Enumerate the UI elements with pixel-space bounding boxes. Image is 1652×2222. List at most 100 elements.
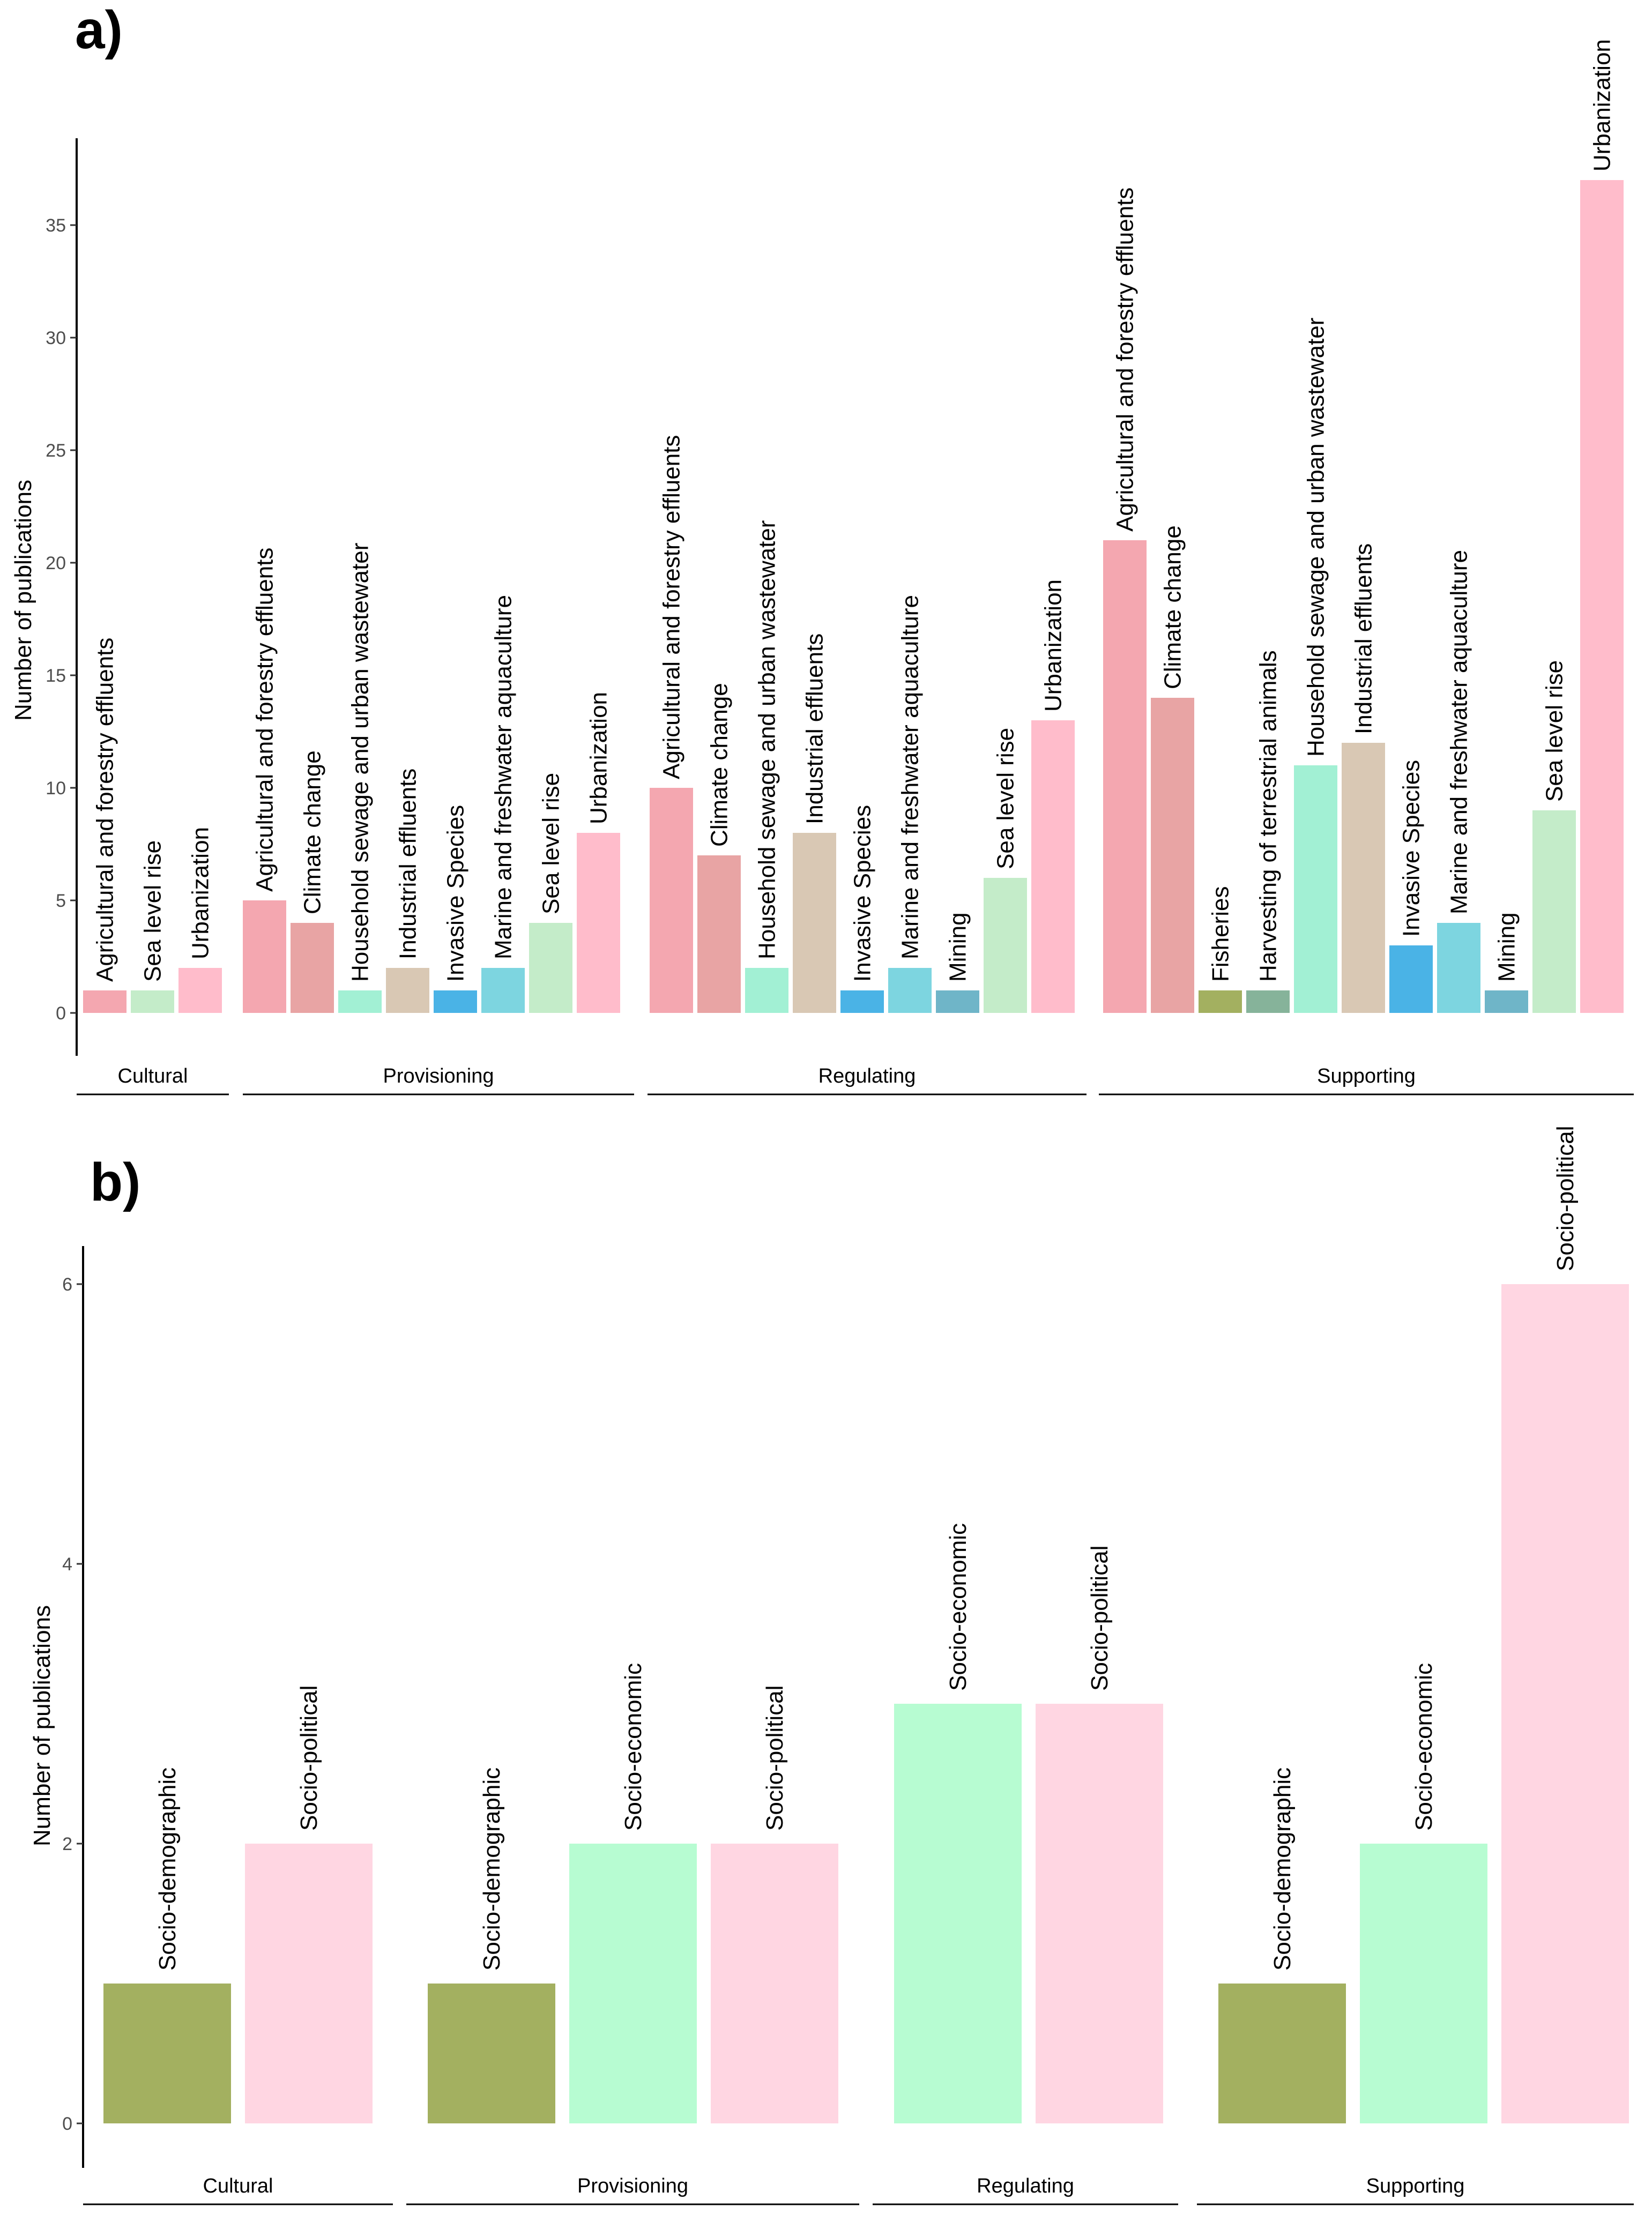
panel-b-y-tick-label: 0: [62, 2114, 72, 2134]
panel-a-bar-label: Urbanization: [586, 692, 612, 824]
panel-a-bar-label: Sea level rise: [538, 773, 564, 914]
panel-a-bar-label: Climate change: [1160, 525, 1186, 689]
panel-a-bar-label: Sea level rise: [140, 840, 166, 982]
panel-b-bar-label: Socio-political: [296, 1686, 322, 1831]
panel-a-bar: [1389, 945, 1433, 1013]
panel-a-bar: [840, 990, 884, 1013]
panel-a-bar: [1342, 743, 1385, 1013]
panel-a-bar-label: Urbanization: [1040, 579, 1067, 712]
panel-a-bar: [1580, 180, 1624, 1013]
panel-a-bar-label: Industrial effluents: [395, 769, 421, 959]
panel-a-bar: [529, 923, 572, 1013]
panel-a-bar-label: Household sewage and urban wastewater: [754, 520, 780, 959]
panel-a-bar-label: Climate change: [706, 683, 733, 847]
panel-b-bar-label: Socio-economic: [945, 1523, 971, 1691]
panel-a-bar: [386, 968, 429, 1013]
panel-a-bar: [291, 923, 334, 1013]
panel-a-y-tick-label: 5: [56, 891, 66, 911]
panel-a-bar: [936, 990, 979, 1013]
panel-a-bar: [243, 900, 286, 1013]
panel-a-bar-label: Agricultural and forestry effluents: [659, 435, 685, 779]
panel-a-bar: [1031, 720, 1075, 1013]
panel-a-bar-label: Agricultural and forestry effluents: [1112, 188, 1138, 532]
panel-a-bar-label: Invasive Species: [1398, 760, 1425, 937]
panel-b-bar: [1360, 1844, 1487, 2123]
panel-b-bar-label: Socio-economic: [1411, 1663, 1437, 1831]
panel-a-bar-label: Agricultural and forestry effluents: [252, 548, 278, 892]
panel-a-bar-label: Sea level rise: [993, 728, 1019, 869]
panel-b-bar-label: Socio-economic: [620, 1663, 646, 1831]
panel-a-bar-label: Invasive Species: [850, 805, 876, 982]
panel-a-bar: [481, 968, 525, 1013]
panel-a-bar: [178, 968, 222, 1013]
panel-b-bar: [428, 1984, 555, 2123]
panel-a-bar: [1485, 990, 1528, 1013]
panel-b-bar: [1036, 1704, 1163, 2123]
panel-b-y-tick-label: 2: [62, 1834, 72, 1854]
panel-b-y-axis-title: Number of publications: [29, 1605, 55, 1846]
panel-a-bar-label: Climate change: [300, 750, 326, 914]
panel-a-y-tick-label: 0: [56, 1003, 66, 1024]
panel-b-label: b): [90, 1152, 140, 1212]
panel-a-bar: [793, 833, 836, 1013]
panel-b-bar-label: Socio-demographic: [154, 1768, 181, 1971]
panel-a-y-tick-label: 35: [46, 215, 66, 236]
panel-a-bar-label: Mining: [945, 912, 971, 982]
panel-a-label: a): [75, 0, 123, 60]
panel-a-bar-label: Household sewage and urban wastewater: [1303, 318, 1329, 757]
panel-b-bar: [569, 1844, 697, 2123]
panel-a-y-tick-label: 15: [46, 666, 66, 686]
panel-b-bar: [894, 1704, 1022, 2123]
panel-a-bar: [83, 990, 126, 1013]
panel-a-bar-label: Urbanization: [188, 827, 214, 959]
panel-a-bar-label: Industrial effluents: [802, 633, 828, 824]
panel-a-y-tick-label: 25: [46, 441, 66, 461]
panel-a-bar: [650, 788, 693, 1013]
panel-a-bar: [697, 855, 741, 1013]
panel-b-bar-label: Socio-political: [1552, 1126, 1579, 1271]
panel-a-group-label: Provisioning: [383, 1065, 494, 1087]
panel-a-bar: [888, 968, 932, 1013]
panel-a-bar-label: Industrial effluents: [1351, 543, 1377, 734]
panel-a-y-tick-label: 20: [46, 553, 66, 573]
panel-a-bar-label: Marine and freshwater aquaculture: [897, 595, 924, 959]
panel-a-bar: [1151, 698, 1194, 1013]
panel-a-y-axis-title: Number of publications: [10, 480, 36, 721]
panel-a-bar-label: Agricultural and forestry effluents: [92, 638, 118, 982]
panel-a-group-label: Cultural: [118, 1065, 188, 1087]
panel-a-bar-label: Household sewage and urban wastewater: [347, 543, 374, 982]
panel-b-bar: [103, 1984, 231, 2123]
panel-a-bar-label: Urbanization: [1589, 39, 1616, 172]
panel-a-bar-label: Marine and freshwater aquaculture: [1446, 550, 1472, 914]
panel-b-y-tick-label: 6: [62, 1274, 72, 1295]
panel-a-bar: [1246, 990, 1290, 1013]
panel-b-group-label: Provisioning: [577, 2175, 688, 2197]
panel-a-bar-label: Fisheries: [1208, 886, 1234, 982]
panel-a-bar-label: Harvesting of terrestrial animals: [1255, 650, 1282, 982]
panel-b-group-label: Regulating: [977, 2175, 1074, 2197]
panel-a-bar-label: Marine and freshwater aquaculture: [490, 595, 517, 959]
panel-b-group-label: Cultural: [203, 2175, 273, 2197]
panel-a-group-label: Supporting: [1317, 1065, 1416, 1087]
panel-a-bar: [338, 990, 382, 1013]
panel-a-y-tick-label: 30: [46, 328, 66, 348]
panel-a-bar: [577, 833, 620, 1013]
panel-b-bar-label: Socio-political: [1087, 1546, 1113, 1691]
panel-b-bar-label: Socio-political: [762, 1686, 788, 1831]
panel-a-bar-label: Sea level rise: [1542, 660, 1568, 802]
panel-a-bar: [1532, 810, 1576, 1013]
panel-a-group-label: Regulating: [818, 1065, 916, 1087]
panel-a-bar-label: Mining: [1494, 912, 1520, 982]
panel-a-bar: [1437, 923, 1480, 1013]
panel-b-bar-label: Socio-demographic: [479, 1768, 505, 1971]
panel-a-bar-label: Invasive Species: [443, 805, 469, 982]
panel-b-bar: [245, 1844, 373, 2123]
panel-a-y-tick-label: 10: [46, 778, 66, 799]
panel-a-bar: [984, 878, 1027, 1013]
panel-a-bar: [1294, 765, 1337, 1013]
panel-b-bar: [711, 1844, 838, 2123]
panel-b-bar: [1501, 1284, 1629, 2123]
panel-a-bar: [434, 990, 477, 1013]
panel-a-bar: [1103, 540, 1147, 1013]
